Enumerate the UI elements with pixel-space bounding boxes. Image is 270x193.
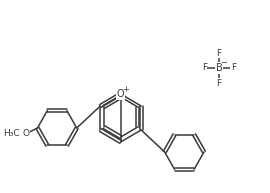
Text: F: F: [202, 63, 207, 73]
Text: O: O: [22, 130, 29, 139]
Text: O: O: [117, 89, 124, 99]
Text: H₃C: H₃C: [3, 130, 20, 139]
Text: F: F: [216, 48, 221, 58]
Text: F: F: [231, 63, 236, 73]
Text: B: B: [215, 63, 222, 73]
Text: F: F: [216, 79, 221, 87]
Text: +: +: [122, 85, 129, 93]
Text: −: −: [220, 58, 227, 68]
